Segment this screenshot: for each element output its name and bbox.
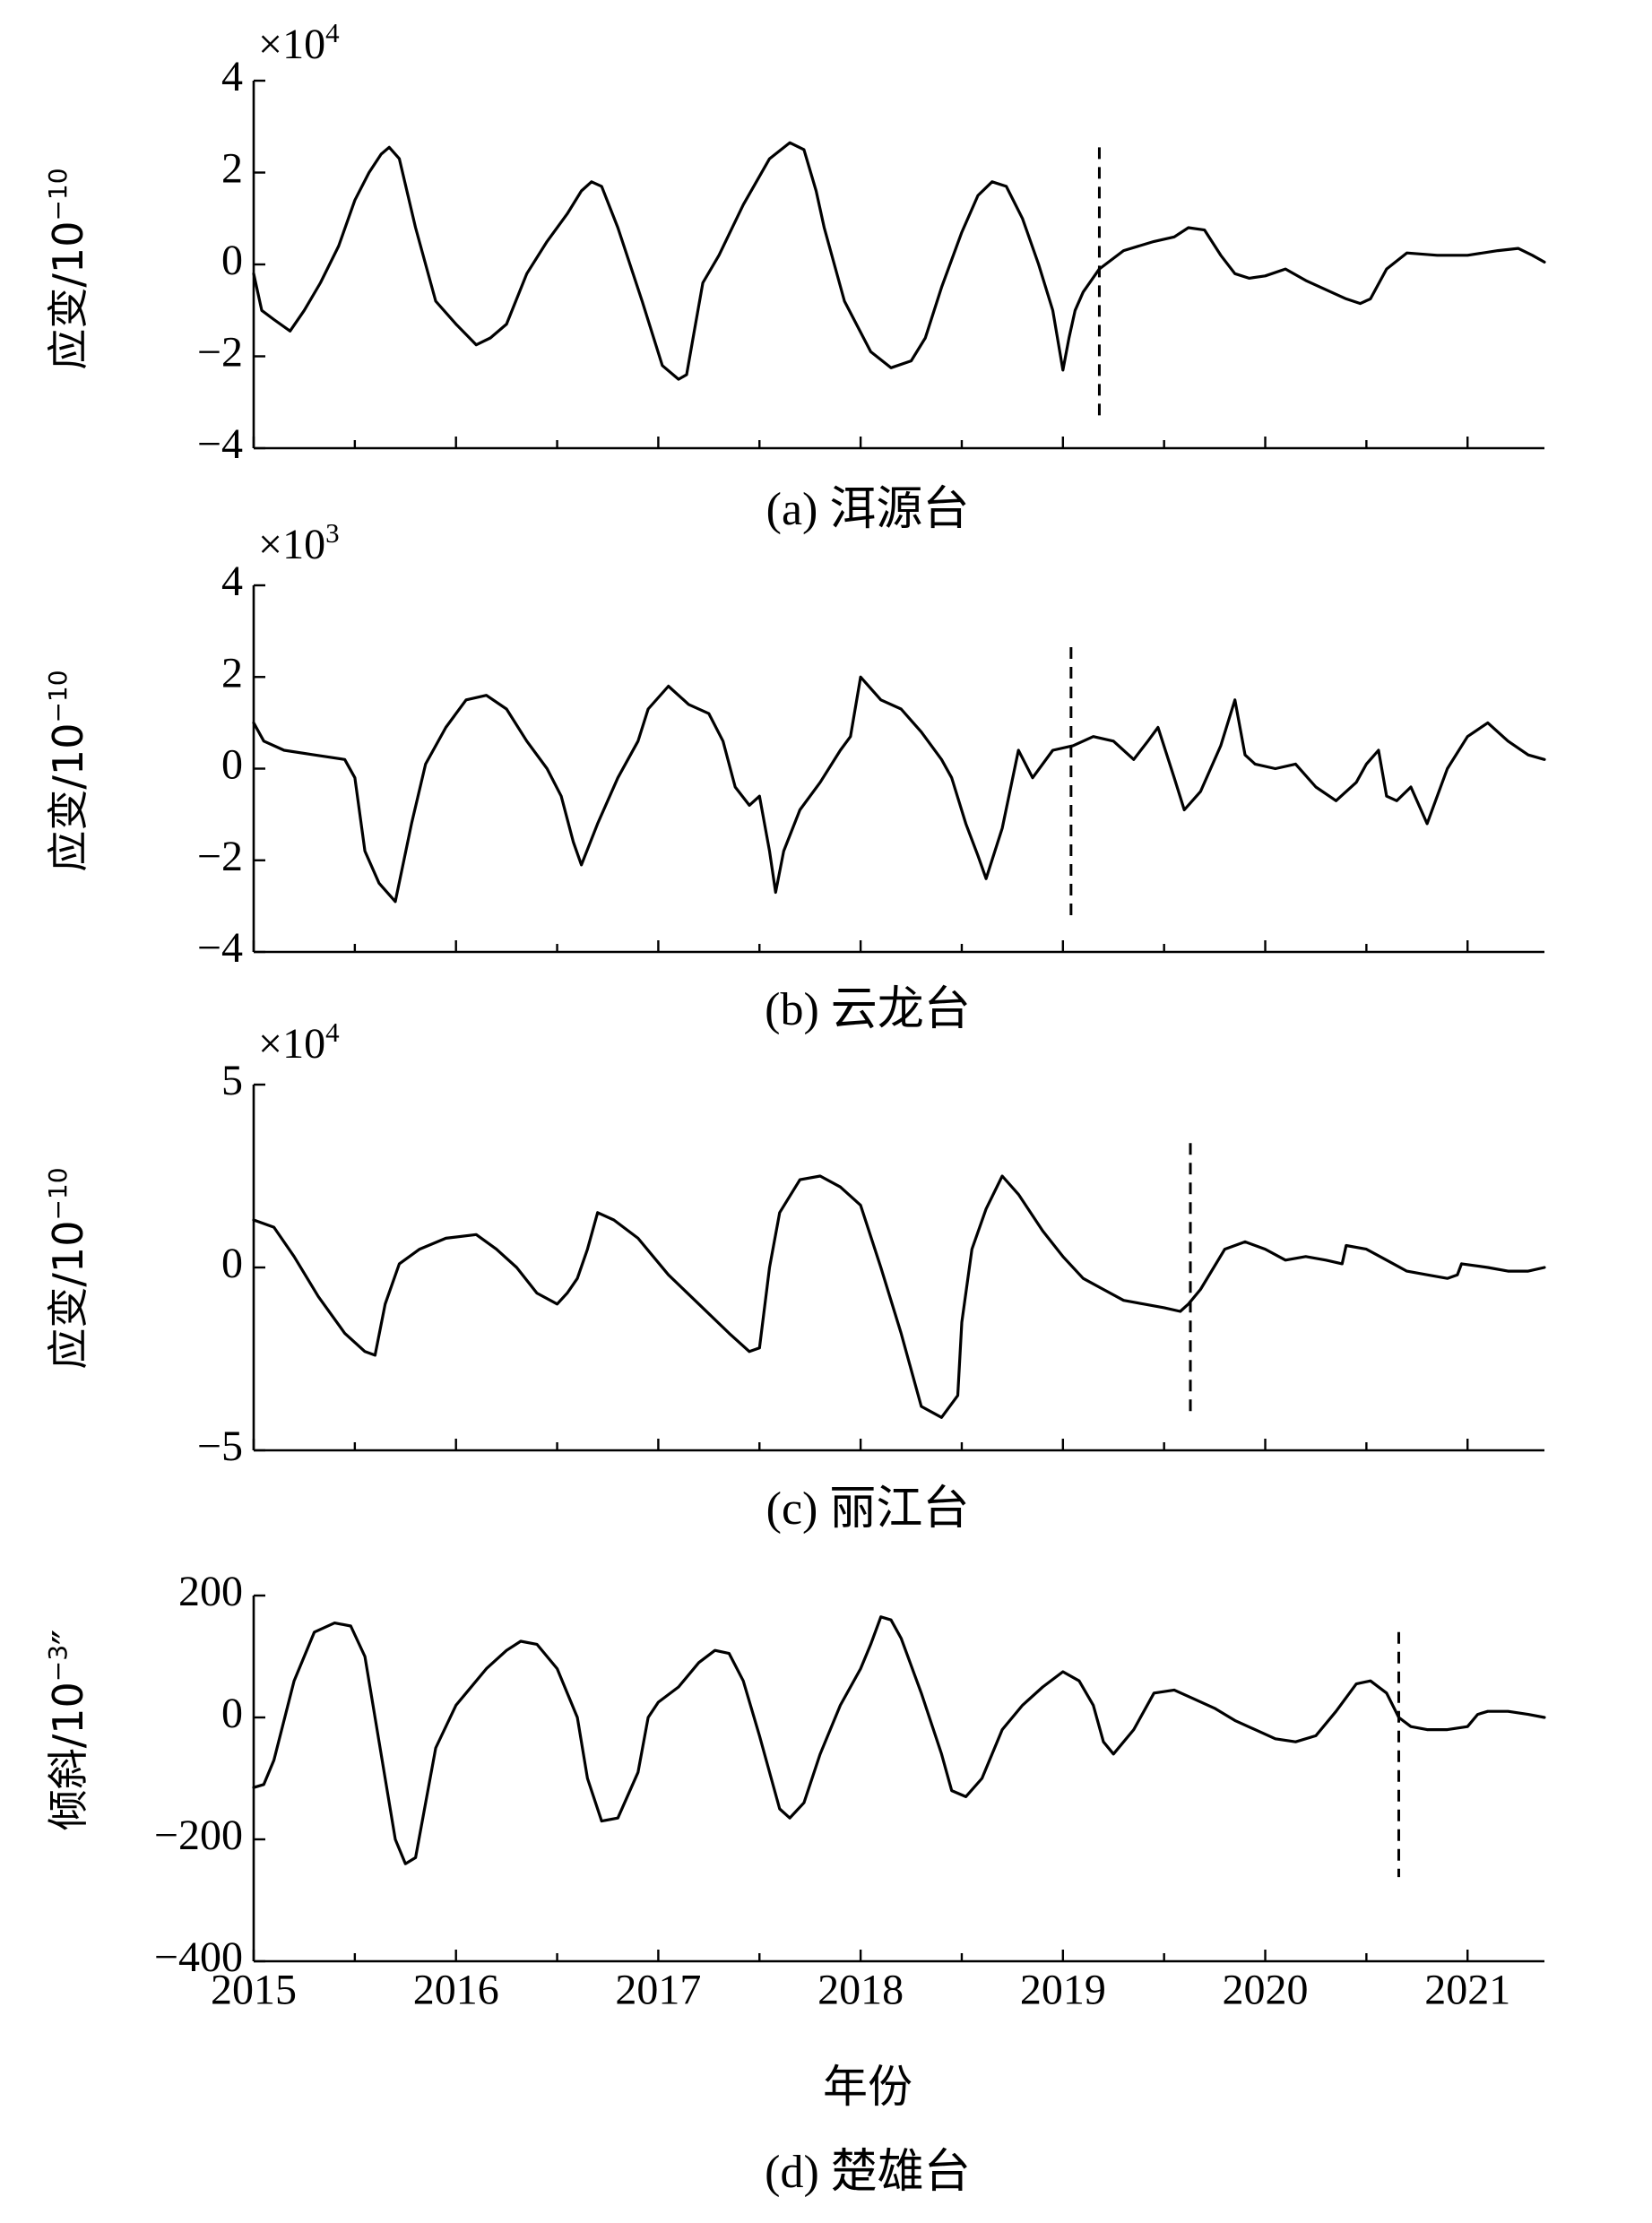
panel-a-multiplier: ×104 [258,17,340,68]
x-tick-label: 2017 [615,1967,701,2014]
panel-d-series-line [252,1615,1546,1865]
panel-d-y-tick-label: 200 [178,1568,243,1615]
panel-c-y-tick-label: 0 [221,1240,243,1287]
x-tick-label: 2015 [211,1967,297,2014]
panel-b-y-tick-label: −4 [197,924,243,972]
panel-b-y-tick-label: −2 [197,833,243,880]
panel-a-y-tick-label: 2 [221,145,243,193]
panel-b-y-tick-label: 4 [221,558,243,605]
x-tick-label: 2019 [1020,1967,1106,2014]
panel-a: ×104 应变/10−10 −4 −2 0 2 4 (a) 洱源台 [43,17,1546,535]
panel-a-y-tick-label: −2 [197,329,243,376]
panel-c-plot: −5 0 5 [197,1057,1546,1470]
panel-a-ylabel: 应变/10−10 [43,168,92,369]
panel-c-caption: (c) 丽江台 [766,1483,970,1535]
panel-a-y-tick-label: −4 [197,420,243,468]
panel-b-plot: −4 −2 0 2 4 [197,558,1546,972]
panel-d-y-tick-label: −200 [154,1812,243,1859]
panel-a-y-tick-label: 0 [221,237,243,284]
panel-b: ×103 应变/10−10 −4 −2 0 2 4 (b) 云龙台 [43,517,1546,1035]
panel-c-y-tick-label: 5 [221,1057,243,1104]
panel-d-y-tick-label: 0 [221,1690,243,1737]
panel-d: 倾斜/10−3″ −400 −200 0 200 2015 2016 2017 2018 201… [43,1568,1546,2198]
panel-b-caption: (b) 云龙台 [765,984,971,1035]
panel-b-y-tick-label: 0 [221,741,243,789]
panel-b-multiplier: ×103 [258,517,340,568]
panel-c-y-tick-label: −5 [197,1423,243,1470]
panel-c: ×104 应变/10−10 −5 0 5 (c) 丽江台 [43,1016,1546,1535]
panel-d-caption: (d) 楚雄台 [765,2147,971,2198]
panel-c-multiplier: ×104 [258,1016,340,1068]
x-tick-label: 2020 [1223,1967,1309,2014]
panel-b-series-line [252,675,1546,904]
panel-a-caption: (a) 洱源台 [766,484,970,535]
panel-a-series-line [252,141,1546,381]
x-tick-label: 2018 [817,1967,904,2014]
panel-c-ylabel: 应变/10−10 [43,1167,92,1369]
x-tick-label: 2016 [413,1967,499,2014]
panel-c-series-line [252,1174,1546,1419]
panel-b-ylabel: 应变/10−10 [43,670,92,871]
x-tick-label: 2021 [1424,1967,1510,2014]
panel-a-plot: −4 −2 0 2 4 [197,53,1546,468]
panel-d-plot: −400 −200 0 200 2015 2016 2017 2018 2019 2020 2021 [154,1568,1546,2014]
x-axis-label: 年份 [823,2061,912,2113]
panel-d-ylabel: 倾斜/10−3″ [43,1630,92,1831]
panel-b-y-tick-label: 2 [221,649,243,696]
panel-d-y-tick-label: −400 [154,1933,243,1981]
panel-a-y-tick-label: 4 [221,53,243,100]
